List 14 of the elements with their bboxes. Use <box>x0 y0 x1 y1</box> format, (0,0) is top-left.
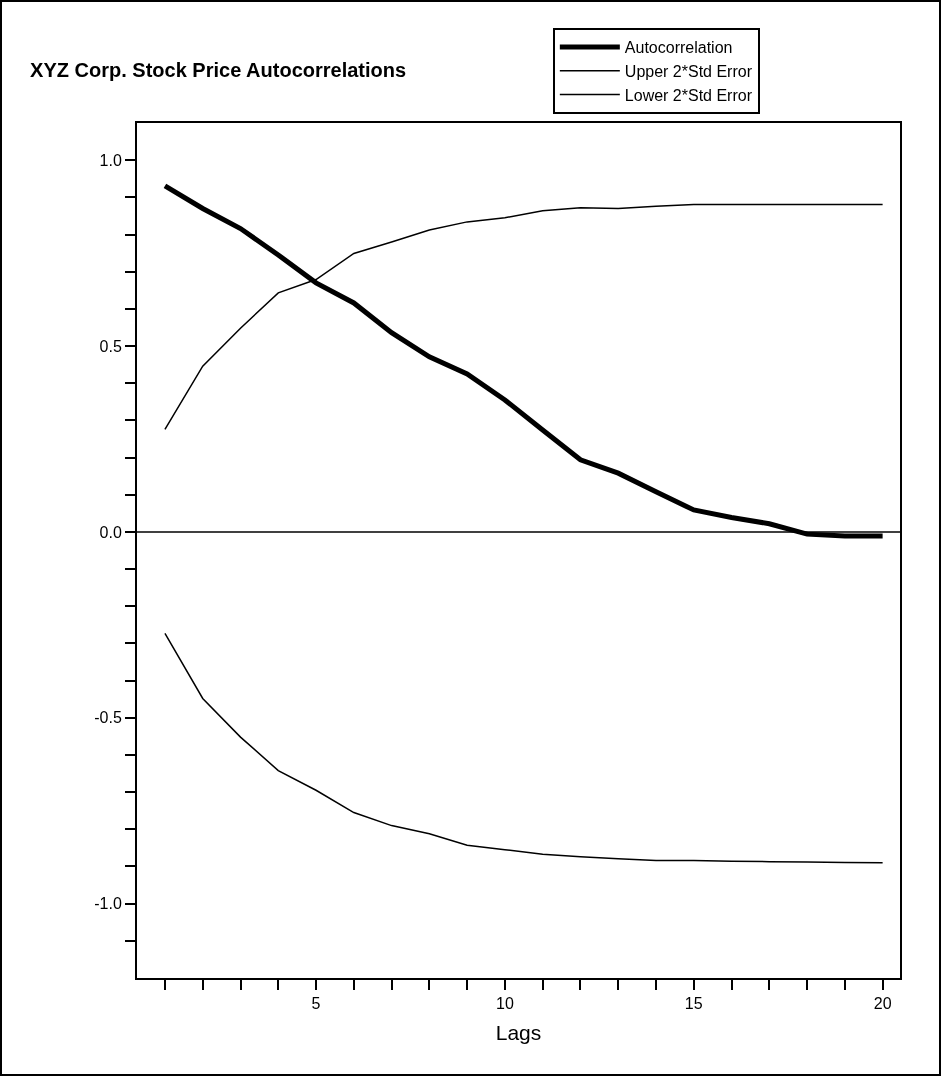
x-axis-title: Lags <box>495 1020 542 1044</box>
legend-label: Lower 2*Std Error <box>624 86 753 104</box>
legend-label: Upper 2*Std Error <box>624 63 753 81</box>
y-tick-label: -1.0 <box>94 895 122 913</box>
y-tick-label: 0.0 <box>99 523 122 541</box>
y-tick-label: 1.0 <box>99 151 122 169</box>
x-tick-label: 20 <box>873 995 892 1013</box>
x-tick-label: 15 <box>684 995 703 1013</box>
chart-title: XYZ Corp. Stock Price Autocorrelations <box>30 58 407 81</box>
legend-label: Autocorrelation <box>624 39 733 57</box>
y-tick-label: 0.5 <box>99 337 122 355</box>
y-tick-label: -0.5 <box>94 709 122 727</box>
x-tick-label: 5 <box>311 995 321 1013</box>
x-tick-label: 10 <box>496 995 514 1013</box>
